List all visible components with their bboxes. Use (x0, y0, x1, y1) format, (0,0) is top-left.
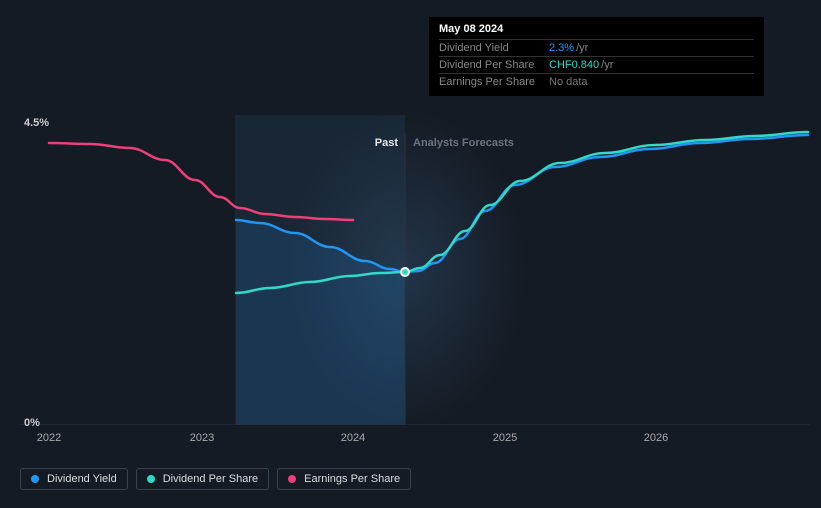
legend-dot-icon (147, 475, 155, 483)
y-axis-max-label: 4.5% (24, 117, 49, 129)
x-axis-labels: 2022 2023 2024 2025 2026 (20, 432, 810, 452)
legend-dot-icon (31, 475, 39, 483)
tooltip-row-label: Dividend Per Share (439, 59, 549, 71)
x-axis-tick-label: 2024 (341, 432, 365, 444)
tooltip-row: Dividend Yield2.3% /yr (439, 39, 754, 56)
tooltip-row-value: CHF0.840 (549, 59, 599, 71)
legend-label: Dividend Yield (47, 473, 117, 485)
tooltip-row-suffix: /yr (601, 59, 613, 71)
tooltip-date: May 08 2024 (439, 23, 754, 39)
y-axis-min-label: 0% (24, 417, 40, 429)
x-axis-tick-label: 2022 (37, 432, 61, 444)
legend-item-dividend-per-share[interactable]: Dividend Per Share (136, 468, 269, 490)
legend-label: Earnings Per Share (304, 473, 400, 485)
x-axis-tick-label: 2025 (493, 432, 517, 444)
x-axis-tick-label: 2023 (190, 432, 214, 444)
past-section-label: Past (375, 137, 398, 149)
legend-label: Dividend Per Share (163, 473, 258, 485)
tooltip-row-label: Dividend Yield (439, 42, 549, 54)
tooltip-row-value: 2.3% (549, 42, 574, 54)
forecast-section-label: Analysts Forecasts (413, 137, 514, 149)
tooltip-row: Earnings Per ShareNo data (439, 73, 754, 90)
chart-legend: Dividend Yield Dividend Per Share Earnings… (20, 468, 411, 490)
chart-container: 4.5% 0% Past Analysts Forecasts May 08 2… (20, 15, 810, 425)
tooltip-row-value: No data (549, 76, 588, 88)
legend-item-dividend-yield[interactable]: Dividend Yield (20, 468, 128, 490)
legend-item-earnings-per-share[interactable]: Earnings Per Share (277, 468, 411, 490)
legend-dot-icon (288, 475, 296, 483)
x-axis-tick-label: 2026 (644, 432, 668, 444)
chart-tooltip: May 08 2024 Dividend Yield2.3% /yrDivide… (429, 17, 764, 96)
tooltip-row-suffix: /yr (576, 42, 588, 54)
tooltip-row: Dividend Per ShareCHF0.840 /yr (439, 56, 754, 73)
tooltip-row-label: Earnings Per Share (439, 76, 549, 88)
